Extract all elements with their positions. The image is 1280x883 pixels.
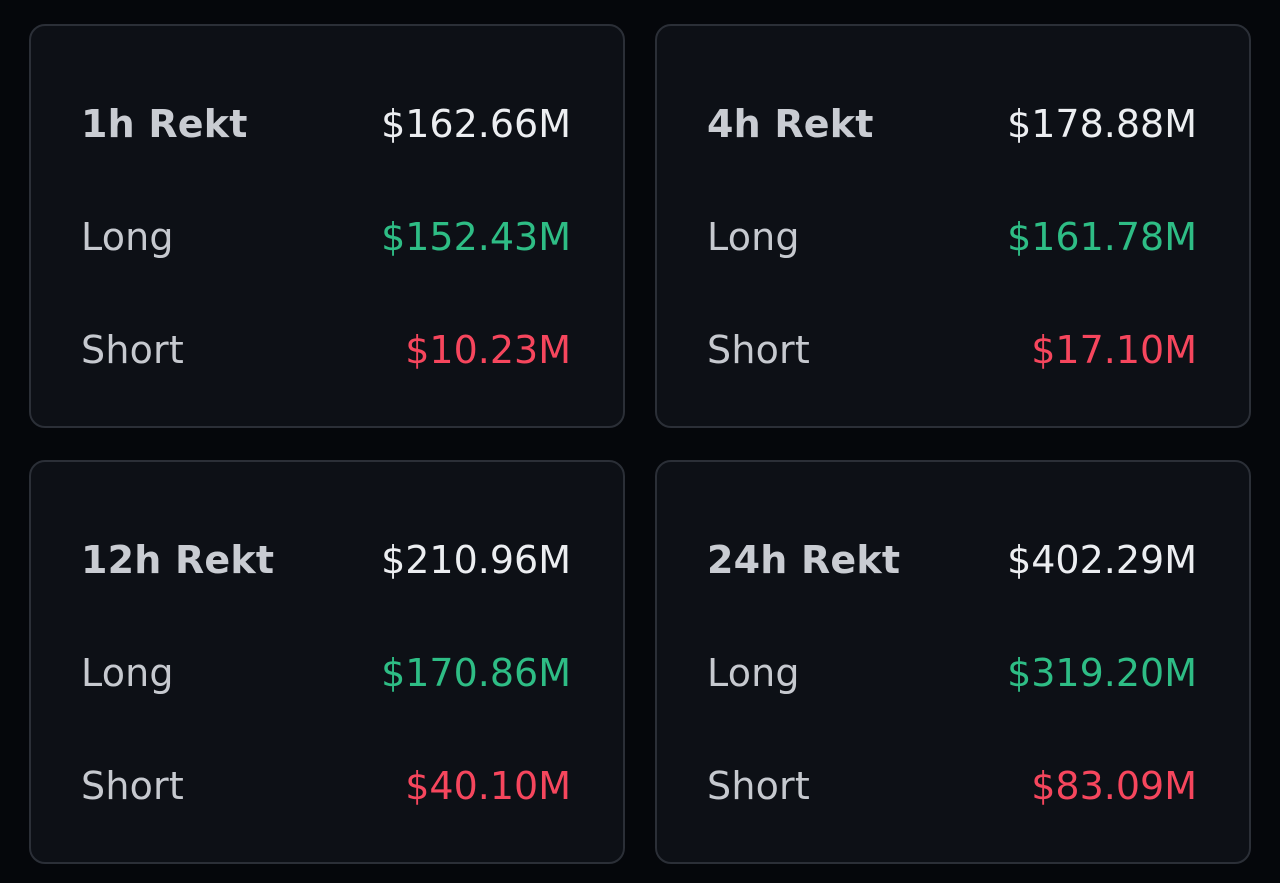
total-value: $162.66M [381, 102, 571, 146]
total-label: 4h Rekt [707, 102, 874, 146]
long-row: Long $319.20M [707, 643, 1197, 703]
long-value: $170.86M [381, 651, 571, 695]
total-value: $178.88M [1007, 102, 1197, 146]
short-value: $83.09M [1031, 764, 1197, 808]
short-label: Short [81, 328, 184, 372]
total-row: 12h Rekt $210.96M [81, 530, 571, 590]
long-label: Long [81, 651, 174, 695]
total-label: 24h Rekt [707, 538, 901, 582]
short-label: Short [707, 764, 810, 808]
short-label: Short [81, 764, 184, 808]
short-value: $40.10M [405, 764, 571, 808]
short-row: Short $83.09M [707, 756, 1197, 816]
short-value: $17.10M [1031, 328, 1197, 372]
short-label: Short [707, 328, 810, 372]
rekt-card-24h: 24h Rekt $402.29M Long $319.20M Short $8… [655, 460, 1251, 864]
total-value: $210.96M [381, 538, 571, 582]
rekt-card-12h: 12h Rekt $210.96M Long $170.86M Short $4… [29, 460, 625, 864]
long-row: Long $161.78M [707, 207, 1197, 267]
total-row: 24h Rekt $402.29M [707, 530, 1197, 590]
long-value: $152.43M [381, 215, 571, 259]
short-row: Short $40.10M [81, 756, 571, 816]
long-value: $319.20M [1007, 651, 1197, 695]
short-row: Short $10.23M [81, 320, 571, 380]
rekt-card-4h: 4h Rekt $178.88M Long $161.78M Short $17… [655, 24, 1251, 428]
total-value: $402.29M [1007, 538, 1197, 582]
long-row: Long $152.43M [81, 207, 571, 267]
short-value: $10.23M [405, 328, 571, 372]
long-label: Long [707, 215, 800, 259]
total-label: 12h Rekt [81, 538, 275, 582]
total-label: 1h Rekt [81, 102, 248, 146]
total-row: 1h Rekt $162.66M [81, 94, 571, 154]
long-row: Long $170.86M [81, 643, 571, 703]
total-row: 4h Rekt $178.88M [707, 94, 1197, 154]
rekt-card-1h: 1h Rekt $162.66M Long $152.43M Short $10… [29, 24, 625, 428]
long-value: $161.78M [1007, 215, 1197, 259]
long-label: Long [707, 651, 800, 695]
short-row: Short $17.10M [707, 320, 1197, 380]
long-label: Long [81, 215, 174, 259]
